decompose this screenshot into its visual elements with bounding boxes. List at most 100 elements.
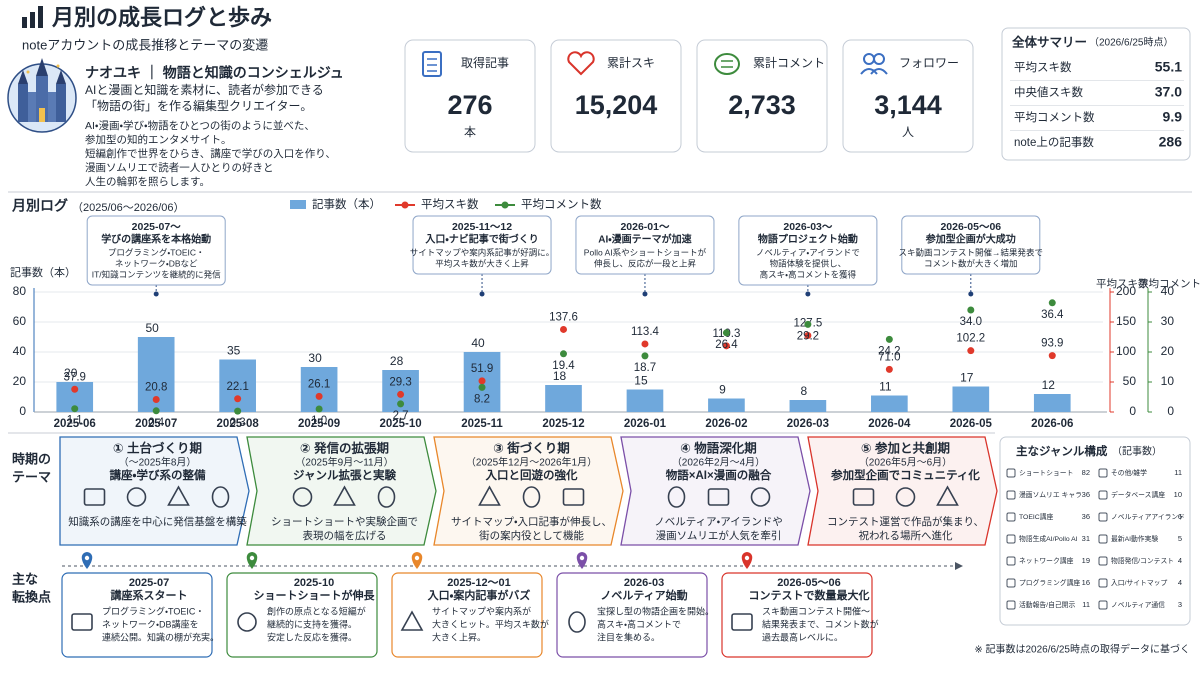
callout-box	[412, 215, 552, 275]
phase-line: 表現の幅を広げる	[303, 529, 387, 542]
phase-icon	[400, 610, 424, 631]
point	[804, 320, 812, 328]
milestone-card	[226, 572, 378, 658]
point-value-label: 71.0	[878, 351, 900, 363]
genre-count: 19	[1082, 556, 1090, 565]
milestone-line: 創作の原点となる短編が	[267, 605, 366, 616]
milestone-date: 2026-03	[624, 577, 664, 589]
bar-value-label: 15	[634, 374, 648, 388]
phase-line: コンテスト運営で作品が集まり、	[827, 515, 984, 528]
x-tick-label: 2026-04	[868, 418, 911, 430]
y-tick-label: 40	[13, 344, 27, 358]
phase-icon	[667, 486, 686, 508]
y3-tick-label: 0	[1167, 404, 1174, 418]
phase-icon	[83, 488, 106, 506]
summary-label: 中央値スキ数	[1014, 86, 1083, 99]
phase-icon	[292, 487, 313, 507]
point-value-label: 102.2	[956, 333, 985, 345]
callout-line: IT/知識コンテンツを継続的に発信	[92, 269, 221, 279]
point	[560, 325, 567, 333]
timeline-arrow	[955, 562, 963, 570]
page-title: 月別の成長ログと歩み	[51, 5, 272, 30]
genre-count: 36	[1082, 512, 1090, 521]
point-value-label: 18.7	[634, 362, 656, 374]
point	[722, 342, 730, 350]
x-tick-label: 2025-08	[217, 418, 260, 430]
milestone-card	[721, 572, 873, 658]
summary-value: 37.0	[1155, 84, 1182, 100]
point	[722, 329, 730, 337]
genre-icon	[1098, 490, 1108, 500]
milestone-pin	[744, 555, 750, 561]
phase-period: （〜2025年8月）	[119, 456, 197, 469]
profile-line: 参加型の知的エンタメサイト。	[85, 133, 231, 146]
genre-icon	[1006, 556, 1016, 566]
section-label: 時期の	[12, 451, 51, 466]
callout-line: ノベルティア・アイランドで	[756, 247, 860, 257]
callout-anchor	[153, 291, 159, 297]
genre-icon	[1006, 600, 1016, 610]
phase-card	[807, 436, 998, 546]
genre-count: 4	[1178, 578, 1182, 587]
phase-icon	[126, 487, 147, 507]
callout-line: サイトマップや案内系記事が好調に。	[410, 247, 555, 257]
phase-title: ① 土台づくり期	[113, 440, 202, 455]
milestone-pin	[579, 555, 585, 561]
phase-icon	[71, 613, 93, 631]
genre-count: 4	[1178, 556, 1182, 565]
phase-icon	[707, 488, 730, 506]
bar-value-label: 50	[146, 321, 160, 335]
genre-name: 物語生成AI/Pollo AI	[1019, 534, 1078, 543]
genre-icon	[1006, 578, 1016, 588]
phase-title: ③ 街づくり期	[493, 440, 570, 455]
stat-value: 2,733	[728, 90, 796, 120]
point	[234, 407, 242, 415]
bar	[708, 398, 745, 412]
summary-title: 全体サマリー	[1012, 34, 1087, 49]
milestone-date: 2026-05〜06	[777, 577, 841, 589]
genre-icon	[1006, 490, 1016, 500]
summary-date: （2026/6/25時点）	[1089, 37, 1174, 49]
x-tick-label: 2025-12	[542, 418, 584, 430]
legend-swatch	[290, 200, 306, 209]
footnote: ※ 記事数は2026/6/25時点の取得データに基づく	[974, 643, 1190, 656]
phase-icon	[377, 486, 396, 508]
milestone-title: 講座系スタート	[111, 588, 188, 602]
phase-icon	[750, 487, 771, 507]
milestone-title: コンテストで数量最大化	[749, 588, 870, 602]
phase-line: 漫画ソムリエが人気を牽引	[656, 529, 782, 542]
milestone-pin	[576, 552, 588, 569]
point	[234, 395, 242, 403]
point	[804, 332, 812, 339]
summary-label: 平均スキ数	[1014, 60, 1072, 74]
stat-card	[696, 39, 828, 153]
milestone-line: スキ動画コンテスト開催〜	[762, 605, 870, 616]
summary-value: 55.1	[1155, 59, 1182, 75]
y-tick-label: 20	[13, 374, 27, 388]
genre-name: データベース講座	[1111, 490, 1165, 499]
point	[315, 405, 323, 413]
callout-line: スキ動画コンテスト開催→結果発表で	[899, 247, 1044, 257]
point-value-label: 26.4	[715, 339, 738, 351]
x-tick-label: 2025-10	[379, 418, 421, 430]
point-value-label: 29.2	[797, 330, 819, 342]
point	[885, 365, 893, 373]
bar-value-label: 8	[801, 384, 808, 398]
phase-icon	[852, 488, 875, 506]
genre-icon	[1098, 578, 1108, 588]
callout-line: 伸長し、反応が一段と上昇	[594, 258, 697, 268]
milestone-pin	[414, 555, 420, 561]
genre-icon	[1006, 468, 1016, 478]
milestone-line: ネットワーク・DB講座を	[102, 618, 199, 629]
point-value-label: 19.4	[552, 360, 575, 372]
milestone-line: サイトマップや案内系が	[432, 605, 531, 616]
callout-anchor	[642, 291, 648, 297]
bar-value-label: 35	[227, 344, 241, 358]
callout-period: 2026-01〜	[620, 221, 670, 233]
y2-tick-label: 200	[1116, 284, 1136, 298]
section-label: 主な	[12, 571, 38, 586]
y3-tick-label: 10	[1161, 374, 1175, 388]
genre-name: ネットワーク講座	[1019, 556, 1074, 565]
y3-tick-label: 20	[1161, 344, 1175, 358]
point	[1048, 352, 1056, 360]
